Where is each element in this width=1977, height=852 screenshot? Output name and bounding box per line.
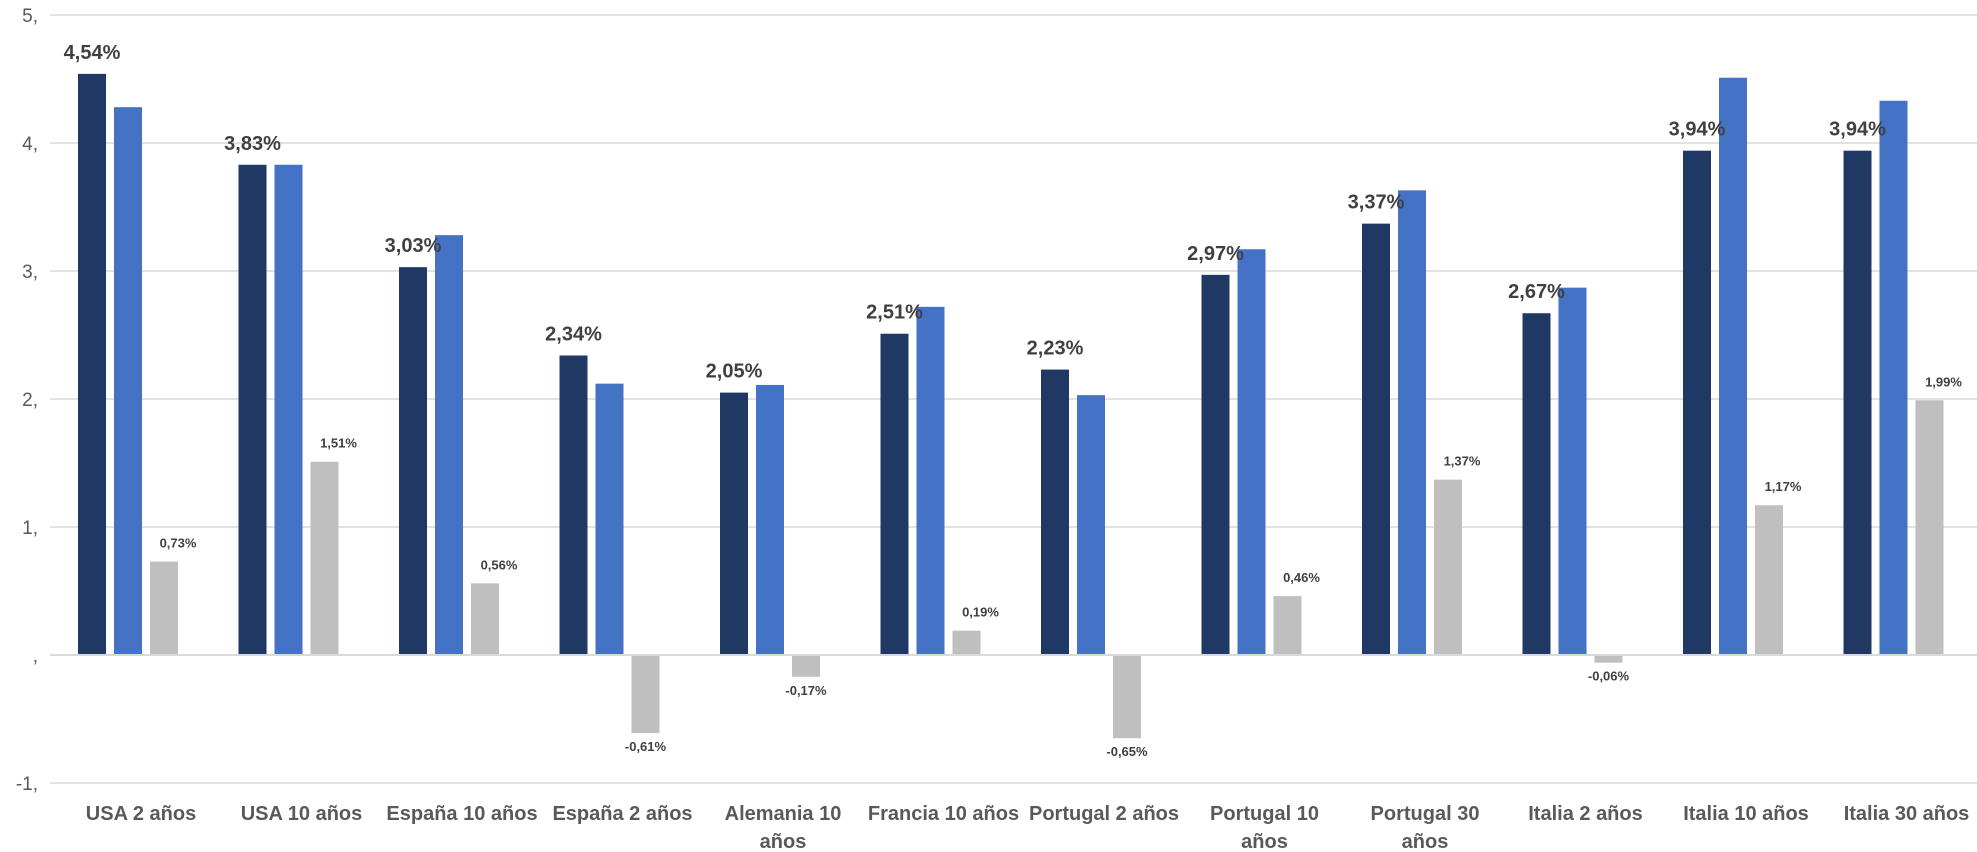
x-axis-ticks: USA 2 años USA 10 años España 10 años Españ… (86, 803, 1970, 852)
bar-series-1 (1201, 274, 1230, 655)
bar-series-3 (1755, 505, 1783, 655)
y-tick-label: 4, (22, 134, 38, 155)
data-labels: 4,54% 0,73% 3,83% 1,51% 3,03% 0,56% 2,34% -0,61… (64, 42, 1963, 759)
bar-series-1 (78, 73, 106, 655)
bars (78, 73, 1944, 739)
bar-series-2 (595, 383, 624, 655)
data-label: 0,19% (962, 605, 999, 620)
data-label: 1,17% (1765, 479, 1802, 494)
x-tick-label: USA 10 años (241, 803, 363, 825)
x-tick-label: Alemania 10 (725, 803, 842, 825)
data-label: 2,05% (706, 361, 763, 383)
bar-series-2 (1237, 249, 1266, 656)
data-label: 3,94% (1669, 119, 1726, 141)
data-label: 1,99% (1925, 374, 1962, 389)
x-tick-label: España 10 años (386, 803, 537, 825)
bar-series-3 (952, 630, 981, 655)
bar-series-1 (238, 164, 267, 655)
data-label: -0,65% (1106, 744, 1148, 759)
x-tick-label: años (1241, 831, 1288, 852)
bar-series-2 (916, 306, 945, 655)
y-tick-label: 2, (22, 390, 38, 411)
data-label: -0,61% (625, 739, 667, 754)
data-label: 1,51% (320, 436, 357, 451)
x-tick-label: Italia 10 años (1683, 803, 1809, 825)
data-label: 0,73% (160, 536, 197, 551)
data-label: 1,37% (1444, 454, 1481, 469)
bar-series-2 (114, 107, 142, 655)
x-tick-label: años (760, 831, 807, 852)
data-label: 3,83% (224, 133, 281, 155)
data-label: 0,46% (1283, 570, 1320, 585)
bar-series-1 (1683, 150, 1711, 655)
bar-series-1 (1362, 223, 1390, 655)
x-tick-label: Portugal 30 (1371, 803, 1480, 825)
x-tick-label: Portugal 10 (1210, 803, 1319, 825)
x-tick-label: años (1402, 831, 1449, 852)
bar-series-2 (1719, 77, 1747, 656)
gridlines (50, 14, 1977, 784)
y-tick-label: 5, (22, 6, 38, 27)
bar-series-1 (720, 392, 748, 655)
x-tick-label: España 2 años (552, 803, 692, 825)
x-tick-label: Francia 10 años (868, 803, 1019, 825)
bar-series-1 (880, 333, 909, 655)
bar-series-1 (559, 355, 588, 655)
bar-series-3 (1273, 596, 1302, 655)
data-label: 3,03% (385, 235, 442, 257)
bar-series-1 (399, 267, 427, 655)
bar-series-3 (1915, 400, 1944, 655)
bar-series-1 (1843, 150, 1872, 655)
bar-series-1 (1041, 369, 1069, 655)
x-tick-label: Italia 2 años (1528, 803, 1643, 825)
bar-series-3 (150, 561, 178, 655)
bar-series-3 (1594, 655, 1623, 663)
y-tick-label: 1, (22, 518, 38, 539)
bar-series-2 (1077, 395, 1105, 655)
bar-series-3 (1113, 655, 1141, 739)
bar-series-2 (1398, 190, 1426, 656)
data-label: 2,97% (1187, 243, 1244, 265)
data-label: -0,06% (1588, 669, 1630, 684)
y-axis-ticks: 5, 4, 3, 2, 1,, -1, (16, 6, 38, 795)
bar-series-2 (1879, 100, 1908, 655)
data-label: 4,54% (64, 42, 121, 64)
bar-series-3 (310, 461, 339, 655)
bar-series-3 (471, 583, 499, 655)
bar-series-2 (274, 164, 303, 655)
x-tick-label: Italia 30 años (1844, 803, 1970, 825)
y-tick-label: 3, (22, 262, 38, 283)
bar-series-3 (631, 655, 660, 734)
y-tick-label: -1, (16, 774, 38, 795)
bar-series-1 (1522, 313, 1551, 655)
bar-series-2 (435, 235, 463, 655)
bar-series-2 (756, 384, 784, 655)
data-label: 3,37% (1348, 192, 1405, 214)
data-label: -0,17% (785, 683, 827, 698)
data-label: 3,94% (1829, 119, 1886, 141)
bar-series-3 (792, 655, 820, 677)
data-label: 0,56% (481, 557, 518, 572)
x-tick-label: USA 2 años (86, 803, 196, 825)
y-tick-label: , (33, 646, 38, 667)
data-label: 2,34% (545, 323, 602, 345)
bar-series-3 (1434, 479, 1462, 655)
data-label: 2,23% (1027, 338, 1084, 360)
data-label: 2,51% (866, 302, 923, 324)
x-tick-label: Portugal 2 años (1029, 803, 1179, 825)
data-label: 2,67% (1508, 281, 1565, 303)
bar-series-2 (1558, 287, 1587, 655)
